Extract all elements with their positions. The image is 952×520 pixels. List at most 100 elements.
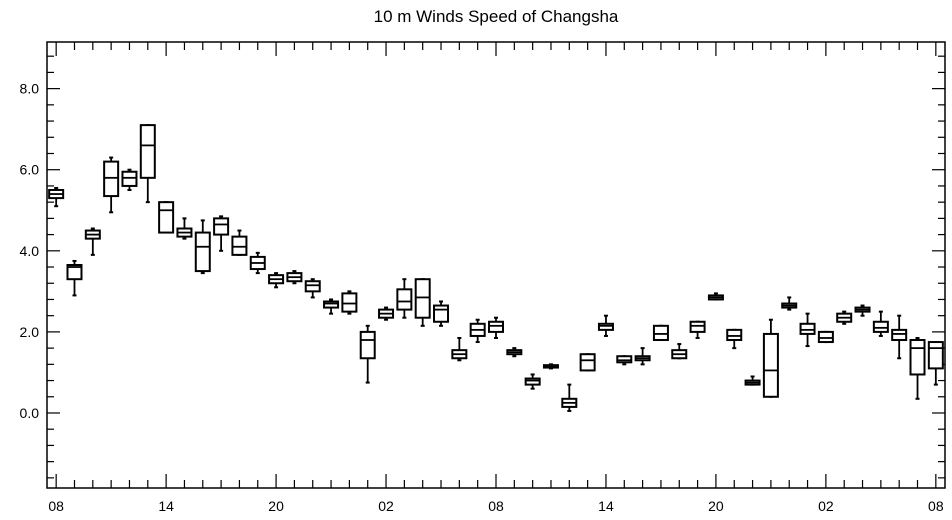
box-body bbox=[891, 328, 908, 342]
box-item bbox=[634, 347, 651, 366]
box-body bbox=[341, 292, 358, 313]
box-max-cap bbox=[200, 219, 205, 222]
box-item bbox=[799, 312, 816, 348]
box-body bbox=[231, 235, 248, 256]
box-max-cap bbox=[677, 343, 682, 346]
box-item bbox=[817, 330, 834, 344]
box-max-cap bbox=[878, 310, 883, 313]
box-max-cap bbox=[182, 217, 187, 220]
box-body bbox=[872, 320, 889, 333]
box-min-cap bbox=[292, 282, 297, 285]
y-tick-label: 8.0 bbox=[20, 81, 40, 97]
box-body bbox=[616, 355, 633, 364]
box-max-cap bbox=[915, 336, 920, 339]
box-min-cap bbox=[90, 253, 95, 256]
box-item bbox=[213, 215, 230, 252]
box-min-cap bbox=[347, 312, 352, 315]
box-min-cap bbox=[695, 336, 700, 339]
box-min-cap bbox=[915, 397, 920, 400]
box-body bbox=[213, 217, 230, 236]
box-max-cap bbox=[310, 278, 315, 281]
box-min-cap bbox=[274, 286, 279, 289]
x-tick-label: 08 bbox=[928, 498, 944, 514]
x-tick-label: 20 bbox=[268, 498, 284, 514]
box-max-cap bbox=[109, 156, 114, 159]
x-tick-label: 08 bbox=[48, 498, 64, 514]
box-body bbox=[158, 201, 175, 234]
box-body bbox=[579, 353, 596, 372]
box-max-cap bbox=[494, 316, 498, 319]
box-min-cap bbox=[787, 308, 792, 311]
box-min-cap bbox=[145, 201, 150, 204]
box-item bbox=[84, 227, 101, 256]
y-tick-label: 2.0 bbox=[20, 324, 40, 340]
box-body bbox=[597, 322, 614, 331]
box-max-cap bbox=[219, 215, 224, 218]
box-item bbox=[689, 320, 706, 339]
box-item bbox=[927, 341, 944, 386]
box-item bbox=[891, 314, 908, 360]
box-min-cap bbox=[439, 324, 444, 327]
box-body bbox=[103, 160, 120, 198]
box-min-cap bbox=[622, 363, 627, 366]
box-body bbox=[524, 377, 541, 386]
box-item bbox=[506, 347, 523, 358]
box-series bbox=[48, 124, 944, 412]
box-min-cap bbox=[182, 237, 187, 240]
box-item bbox=[286, 270, 303, 285]
box-item bbox=[121, 168, 138, 191]
box-min-cap bbox=[420, 324, 425, 327]
box-item bbox=[451, 336, 468, 362]
box-min-cap bbox=[457, 359, 462, 362]
box-min-cap bbox=[530, 387, 535, 390]
box-body bbox=[433, 304, 450, 323]
box-min-cap bbox=[219, 249, 224, 252]
box-item bbox=[524, 373, 541, 390]
box-body bbox=[488, 320, 504, 333]
box-max-cap bbox=[365, 324, 370, 327]
x-tick-label: 02 bbox=[378, 498, 394, 514]
box-min-cap bbox=[329, 312, 334, 315]
box-body bbox=[414, 278, 431, 319]
box-item bbox=[103, 156, 120, 214]
box-max-cap bbox=[842, 310, 847, 313]
box-item bbox=[66, 259, 83, 297]
box-max-cap bbox=[750, 375, 755, 378]
x-tick-label: 20 bbox=[708, 498, 724, 514]
box-max-cap bbox=[72, 259, 77, 262]
x-axis: 08 14 20 02 08 14 20 02 08 bbox=[48, 42, 944, 514]
box-body bbox=[323, 300, 340, 309]
box-item bbox=[872, 310, 889, 337]
box-max-cap bbox=[567, 383, 572, 386]
box-max-cap bbox=[860, 304, 865, 307]
x-tick-label: 02 bbox=[818, 498, 834, 514]
box-min-cap bbox=[475, 341, 480, 344]
y-tick-label: 0.0 bbox=[20, 405, 40, 421]
box-max-cap bbox=[347, 290, 352, 293]
box-max-cap bbox=[805, 312, 810, 315]
box-body bbox=[726, 328, 743, 342]
box-max-cap bbox=[897, 314, 902, 317]
box-min-cap bbox=[842, 322, 847, 325]
y-axis: 0.0 2.0 4.0 6.0 8.0 bbox=[20, 55, 945, 479]
box-min-cap bbox=[72, 294, 77, 297]
box-min-cap bbox=[365, 381, 370, 384]
box-min-cap bbox=[494, 336, 498, 339]
box-item bbox=[433, 300, 450, 327]
box-item bbox=[909, 336, 926, 400]
box-max-cap bbox=[90, 227, 95, 230]
x-tick-label: 08 bbox=[488, 498, 504, 514]
box-body bbox=[396, 288, 413, 311]
box-max-cap bbox=[530, 373, 535, 376]
box-item bbox=[158, 201, 175, 234]
box-max-cap bbox=[402, 278, 407, 281]
box-item bbox=[726, 328, 743, 350]
box-body bbox=[689, 320, 706, 333]
box-body bbox=[304, 280, 321, 293]
box-max-cap bbox=[54, 186, 59, 189]
box-min-cap bbox=[878, 334, 883, 337]
box-item bbox=[597, 314, 614, 337]
box-body bbox=[139, 124, 156, 179]
